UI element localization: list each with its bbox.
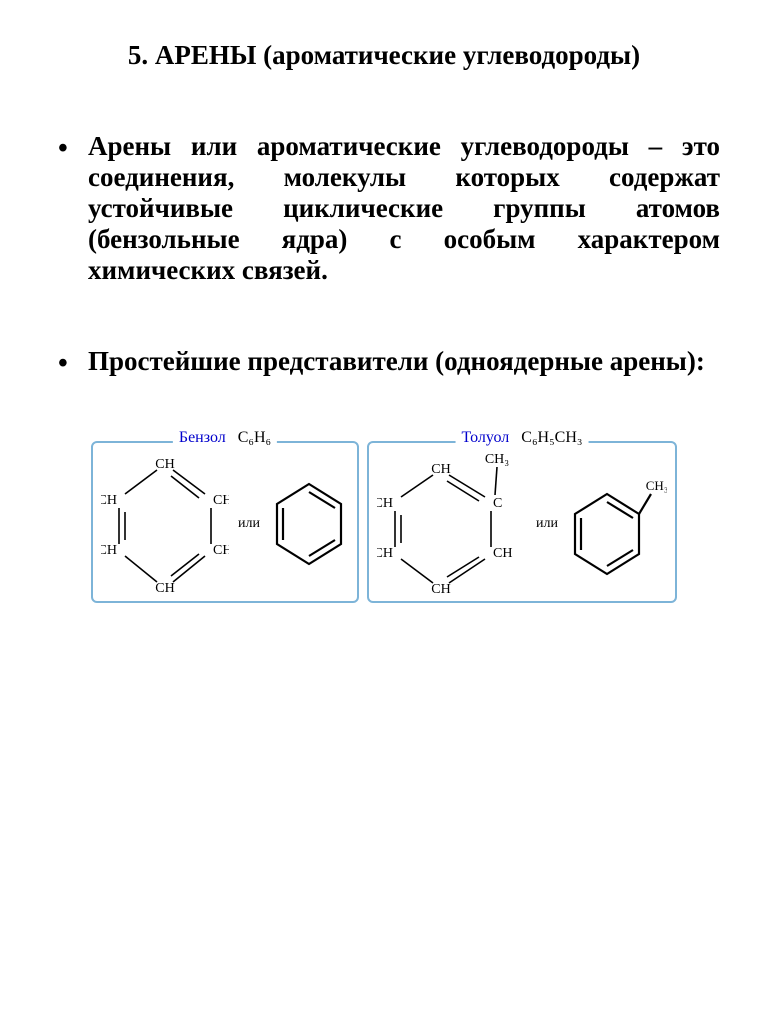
toluene-frame: CH₃ CH C CH CH CH CH [367, 441, 677, 603]
bullet-list: Арены или ароматические углеводороды – э… [48, 131, 720, 377]
benzene-or: или [235, 516, 263, 532]
svg-text:CH₃: CH₃ [485, 452, 509, 467]
svg-text:C: C [493, 496, 502, 511]
toluene-legend: Толуол C₆H₅CH₃ [456, 429, 589, 447]
toluene-skeletal-icon: CH₃ [567, 464, 667, 584]
benzene-frame: CH CH CH CH CH CH [91, 441, 359, 603]
benzene-lewis-icon: CH CH CH CH CH CH [101, 454, 229, 594]
benzene-legend: Бензол C₆H₆ [173, 429, 277, 447]
toluene-lewis-icon: CH₃ CH C CH CH CH CH [377, 451, 527, 597]
bullet-item: Простейшие представители (одноядерные ар… [88, 346, 720, 377]
benzene-name: Бензол [179, 429, 226, 446]
toluene-box: Толуол C₆H₅CH₃ CH₃ CH C CH CH CH CH [367, 427, 677, 603]
svg-text:CH: CH [377, 496, 393, 511]
svg-text:CH: CH [213, 543, 229, 558]
svg-text:CH₃: CH₃ [646, 478, 667, 493]
svg-text:CH: CH [155, 457, 174, 472]
svg-text:CH: CH [101, 543, 117, 558]
toluene-formula [513, 429, 521, 446]
svg-text:CH: CH [431, 582, 450, 597]
slide-title: 5. АРЕНЫ (ароматические углеводороды) [48, 40, 720, 71]
svg-text:CH: CH [493, 546, 512, 561]
benzene-skeletal-icon [269, 474, 349, 574]
bullet-item: Арены или ароматические углеводороды – э… [88, 131, 720, 286]
benzene-formula [230, 429, 238, 446]
toluene-or: или [533, 516, 561, 532]
diagram-row: Бензол C₆H₆ CH CH CH CH CH CH [48, 427, 720, 603]
svg-text:CH: CH [213, 493, 229, 508]
svg-text:CH: CH [377, 546, 393, 561]
svg-text:CH: CH [101, 493, 117, 508]
svg-text:CH: CH [431, 462, 450, 477]
benzene-box: Бензол C₆H₆ CH CH CH CH CH CH [91, 427, 359, 603]
toluene-name: Толуол [462, 429, 510, 446]
svg-text:CH: CH [155, 581, 174, 594]
